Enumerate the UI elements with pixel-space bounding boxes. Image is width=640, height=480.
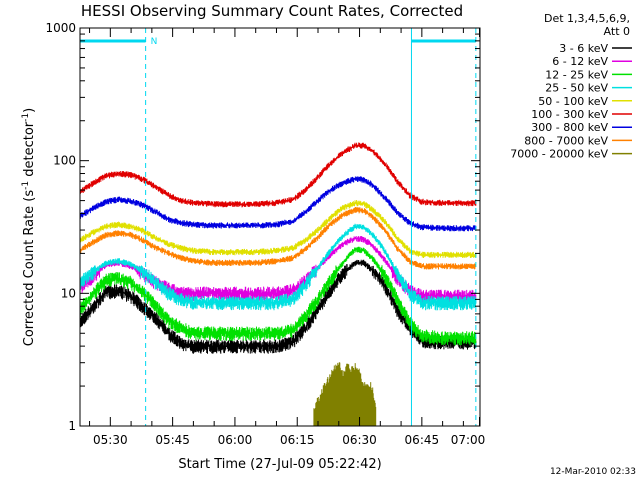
series-line-12-25-kev [79,248,476,339]
x-tick-label: 05:45 [155,433,190,447]
legend-label: 50 - 100 keV [538,95,608,108]
y-axis-label-sup1: -1 [21,181,31,190]
plot-layer [79,28,477,426]
y-tick-label: 1 [68,419,76,433]
x-axis-label: Start Time (27-Jul-09 05:22:42) [178,457,381,472]
y-tick-label: 100 [53,154,76,168]
y-axis: 1 10 100 1000 [45,21,480,433]
x-tick-label: 06:15 [280,433,315,447]
legend-label: 800 - 7000 keV [524,134,608,147]
legend-label: 100 - 300 keV [531,108,608,121]
legend-label: 12 - 25 keV [545,68,608,81]
legend-label: 6 - 12 keV [552,55,608,68]
series-line-800-7000-kev [79,209,476,267]
y-axis-label-start: Corrected Count Rate (s [22,190,37,347]
x-tick-label: 06:45 [405,433,440,447]
series-line-100-300-kev [79,145,476,205]
footer-timestamp: 12-Mar-2010 02:33 [550,467,636,477]
series-line-300-800-kev [79,178,476,229]
legend-label: 25 - 50 keV [545,82,608,95]
chart-title: HESSI Observing Summary Count Rates, Cor… [81,2,463,20]
x-tick-label: 06:00 [218,433,253,447]
series-line-50-100-kev [79,202,476,256]
x-tick-label: 05:30 [93,433,128,447]
legend-header-line1: Det 1,3,4,5,6,9, [544,12,630,25]
y-axis-label-end: ) [22,108,37,113]
series-bars-7000-20000-kev [313,362,377,426]
legend-label: 7000 - 20000 keV [510,148,608,161]
series-band-100-300-kev [79,142,477,208]
plot-frame [79,27,481,427]
y-tick-label: 1000 [45,21,76,35]
x-tick-label: 06:30 [342,433,377,447]
series-line-3-6-kev [79,262,476,347]
legend-label: 3 - 6 keV [559,42,608,55]
y-tick-label: 10 [61,286,76,300]
legend-header-line2: Att 0 [604,25,630,38]
x-axis: 05:30 05:45 06:00 06:15 06:30 06:45 07:00 [89,28,486,447]
series-line-25-50-kev [79,225,476,304]
x-tick-label: 07:00 [451,433,486,447]
y-axis-label-mid: detector [22,121,37,181]
y-axis-label: Corrected Count Rate (s-1 detector-1) [21,108,37,346]
y-axis-label-sup2: -1 [21,113,31,122]
night-marker-label: N [151,37,158,47]
legend-label: 300 - 800 keV [531,121,608,134]
